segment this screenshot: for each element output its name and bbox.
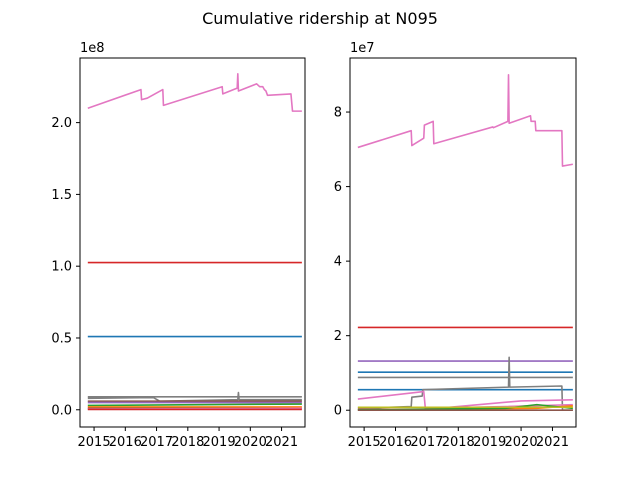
- left-series-group: [87, 72, 302, 411]
- right-y-tick-label-0: 0: [334, 404, 342, 419]
- left-x-tick-label-2020: 2020: [234, 435, 267, 450]
- left-x-tick-label-2016: 2016: [109, 435, 142, 450]
- right-y-scale-label: 1e7: [350, 41, 375, 56]
- right-series-line-12: [357, 73, 574, 167]
- left-y-tick-label-2.0: 2.0: [51, 116, 72, 131]
- left-y-tick-label-1.5: 1.5: [51, 188, 72, 203]
- left-x-tick-label-2018: 2018: [171, 435, 204, 450]
- right-x-tick-label-2020: 2020: [505, 435, 538, 450]
- left-series-line-11: [87, 72, 302, 112]
- right-x-tick-label-2021: 2021: [536, 435, 569, 450]
- left-y-tick-label-0.0: 0.0: [51, 403, 72, 418]
- right-series-group: [357, 73, 574, 412]
- left-y-scale-label: 1e8: [80, 41, 105, 56]
- right-x-tick-label-2015: 2015: [348, 435, 381, 450]
- left-series-line-3: [87, 391, 302, 402]
- left-y-tick-label-1.0: 1.0: [51, 260, 72, 275]
- right-x-tick-label-2017: 2017: [410, 435, 443, 450]
- left-series-line-6: [87, 403, 302, 407]
- figure-title: Cumulative ridership at N095: [202, 9, 438, 28]
- left-x-tick-label-2015: 2015: [78, 435, 111, 450]
- right-x-tick-label-2019: 2019: [473, 435, 506, 450]
- right-y-tick-label-6: 6: [334, 180, 342, 195]
- right-y-tick-label-4: 4: [334, 255, 342, 270]
- left-x-tick-label-2021: 2021: [265, 435, 298, 450]
- left-axes-frame: [79, 57, 306, 428]
- right-y-tick-label-8: 8: [334, 106, 342, 121]
- right-series-line-5: [357, 356, 573, 412]
- right-y-tick-label-2: 2: [334, 329, 342, 344]
- left-x-tick-label-2017: 2017: [140, 435, 173, 450]
- right-axes-frame: [349, 57, 577, 428]
- right-x-tick-label-2016: 2016: [379, 435, 412, 450]
- left-x-tick-label-2019: 2019: [203, 435, 236, 450]
- left-y-tick-label-0.5: 0.5: [51, 331, 72, 346]
- right-x-tick-label-2018: 2018: [442, 435, 475, 450]
